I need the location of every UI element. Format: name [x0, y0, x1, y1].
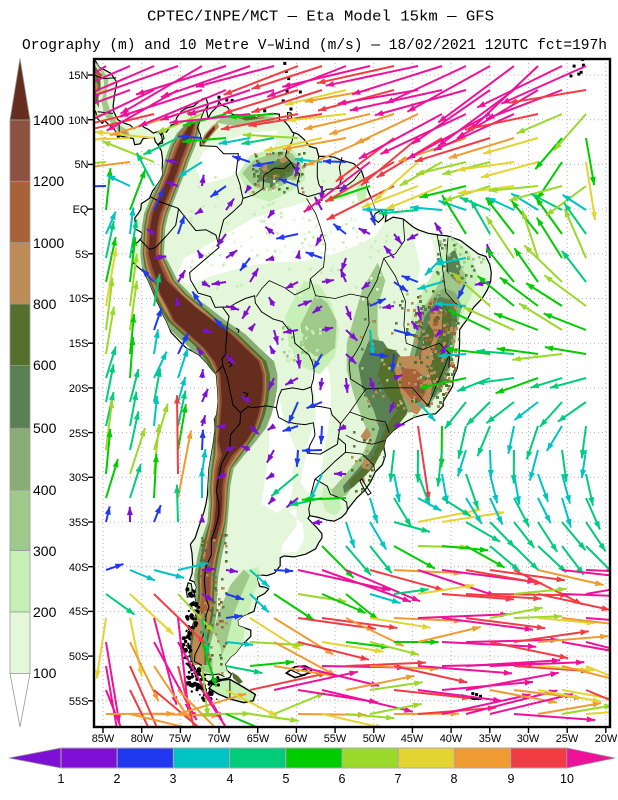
svg-text:25W: 25W: [556, 733, 579, 745]
svg-text:600: 600: [33, 357, 57, 373]
svg-text:40S: 40S: [69, 562, 89, 574]
svg-text:85W: 85W: [92, 733, 115, 745]
svg-text:200: 200: [33, 604, 57, 620]
svg-text:400: 400: [33, 482, 57, 498]
svg-text:65W: 65W: [247, 733, 270, 745]
svg-text:30W: 30W: [517, 733, 540, 745]
svg-text:2: 2: [114, 772, 121, 786]
svg-text:15N: 15N: [68, 70, 88, 82]
svg-text:25S: 25S: [69, 428, 89, 440]
svg-text:75W: 75W: [169, 733, 192, 745]
svg-text:45S: 45S: [69, 606, 89, 618]
svg-text:7: 7: [395, 772, 402, 786]
svg-text:EQ: EQ: [73, 204, 89, 216]
svg-text:1000: 1000: [33, 235, 64, 251]
svg-text:300: 300: [33, 543, 57, 559]
svg-text:Orography (m) and 10 Metre V–W: Orography (m) and 10 Metre V–Wind (m/s) …: [22, 38, 607, 54]
svg-text:10N: 10N: [68, 115, 88, 127]
svg-text:30S: 30S: [69, 472, 89, 484]
svg-text:35S: 35S: [69, 517, 89, 529]
svg-text:20W: 20W: [595, 733, 618, 745]
svg-text:1400: 1400: [33, 112, 64, 128]
svg-text:1200: 1200: [33, 173, 64, 189]
svg-text:10: 10: [560, 772, 574, 786]
svg-text:50S: 50S: [69, 651, 89, 663]
svg-text:60W: 60W: [285, 733, 308, 745]
svg-text:CPTEC/INPE/MCT — Eta Model 15: CPTEC/INPE/MCT — Eta Model 15km — GFS: [147, 10, 494, 26]
svg-text:55W: 55W: [324, 733, 347, 745]
svg-text:1: 1: [58, 772, 65, 786]
svg-text:70W: 70W: [208, 733, 231, 745]
svg-text:45W: 45W: [401, 733, 424, 745]
svg-text:6: 6: [339, 772, 346, 786]
svg-text:500: 500: [33, 420, 57, 436]
svg-text:15S: 15S: [69, 338, 89, 350]
svg-text:800: 800: [33, 296, 57, 312]
svg-text:100: 100: [33, 665, 57, 681]
svg-text:80W: 80W: [131, 733, 154, 745]
svg-text:40W: 40W: [440, 733, 463, 745]
svg-text:50W: 50W: [363, 733, 386, 745]
svg-text:8: 8: [451, 772, 458, 786]
svg-text:20S: 20S: [69, 383, 89, 395]
svg-text:35W: 35W: [479, 733, 502, 745]
svg-text:5N: 5N: [74, 159, 88, 171]
svg-text:3: 3: [170, 772, 177, 786]
svg-text:10S: 10S: [69, 293, 89, 305]
svg-text:55S: 55S: [69, 696, 89, 708]
svg-text:5S: 5S: [75, 249, 88, 261]
svg-text:9: 9: [508, 772, 515, 786]
svg-text:4: 4: [227, 772, 234, 786]
svg-text:5: 5: [283, 772, 290, 786]
